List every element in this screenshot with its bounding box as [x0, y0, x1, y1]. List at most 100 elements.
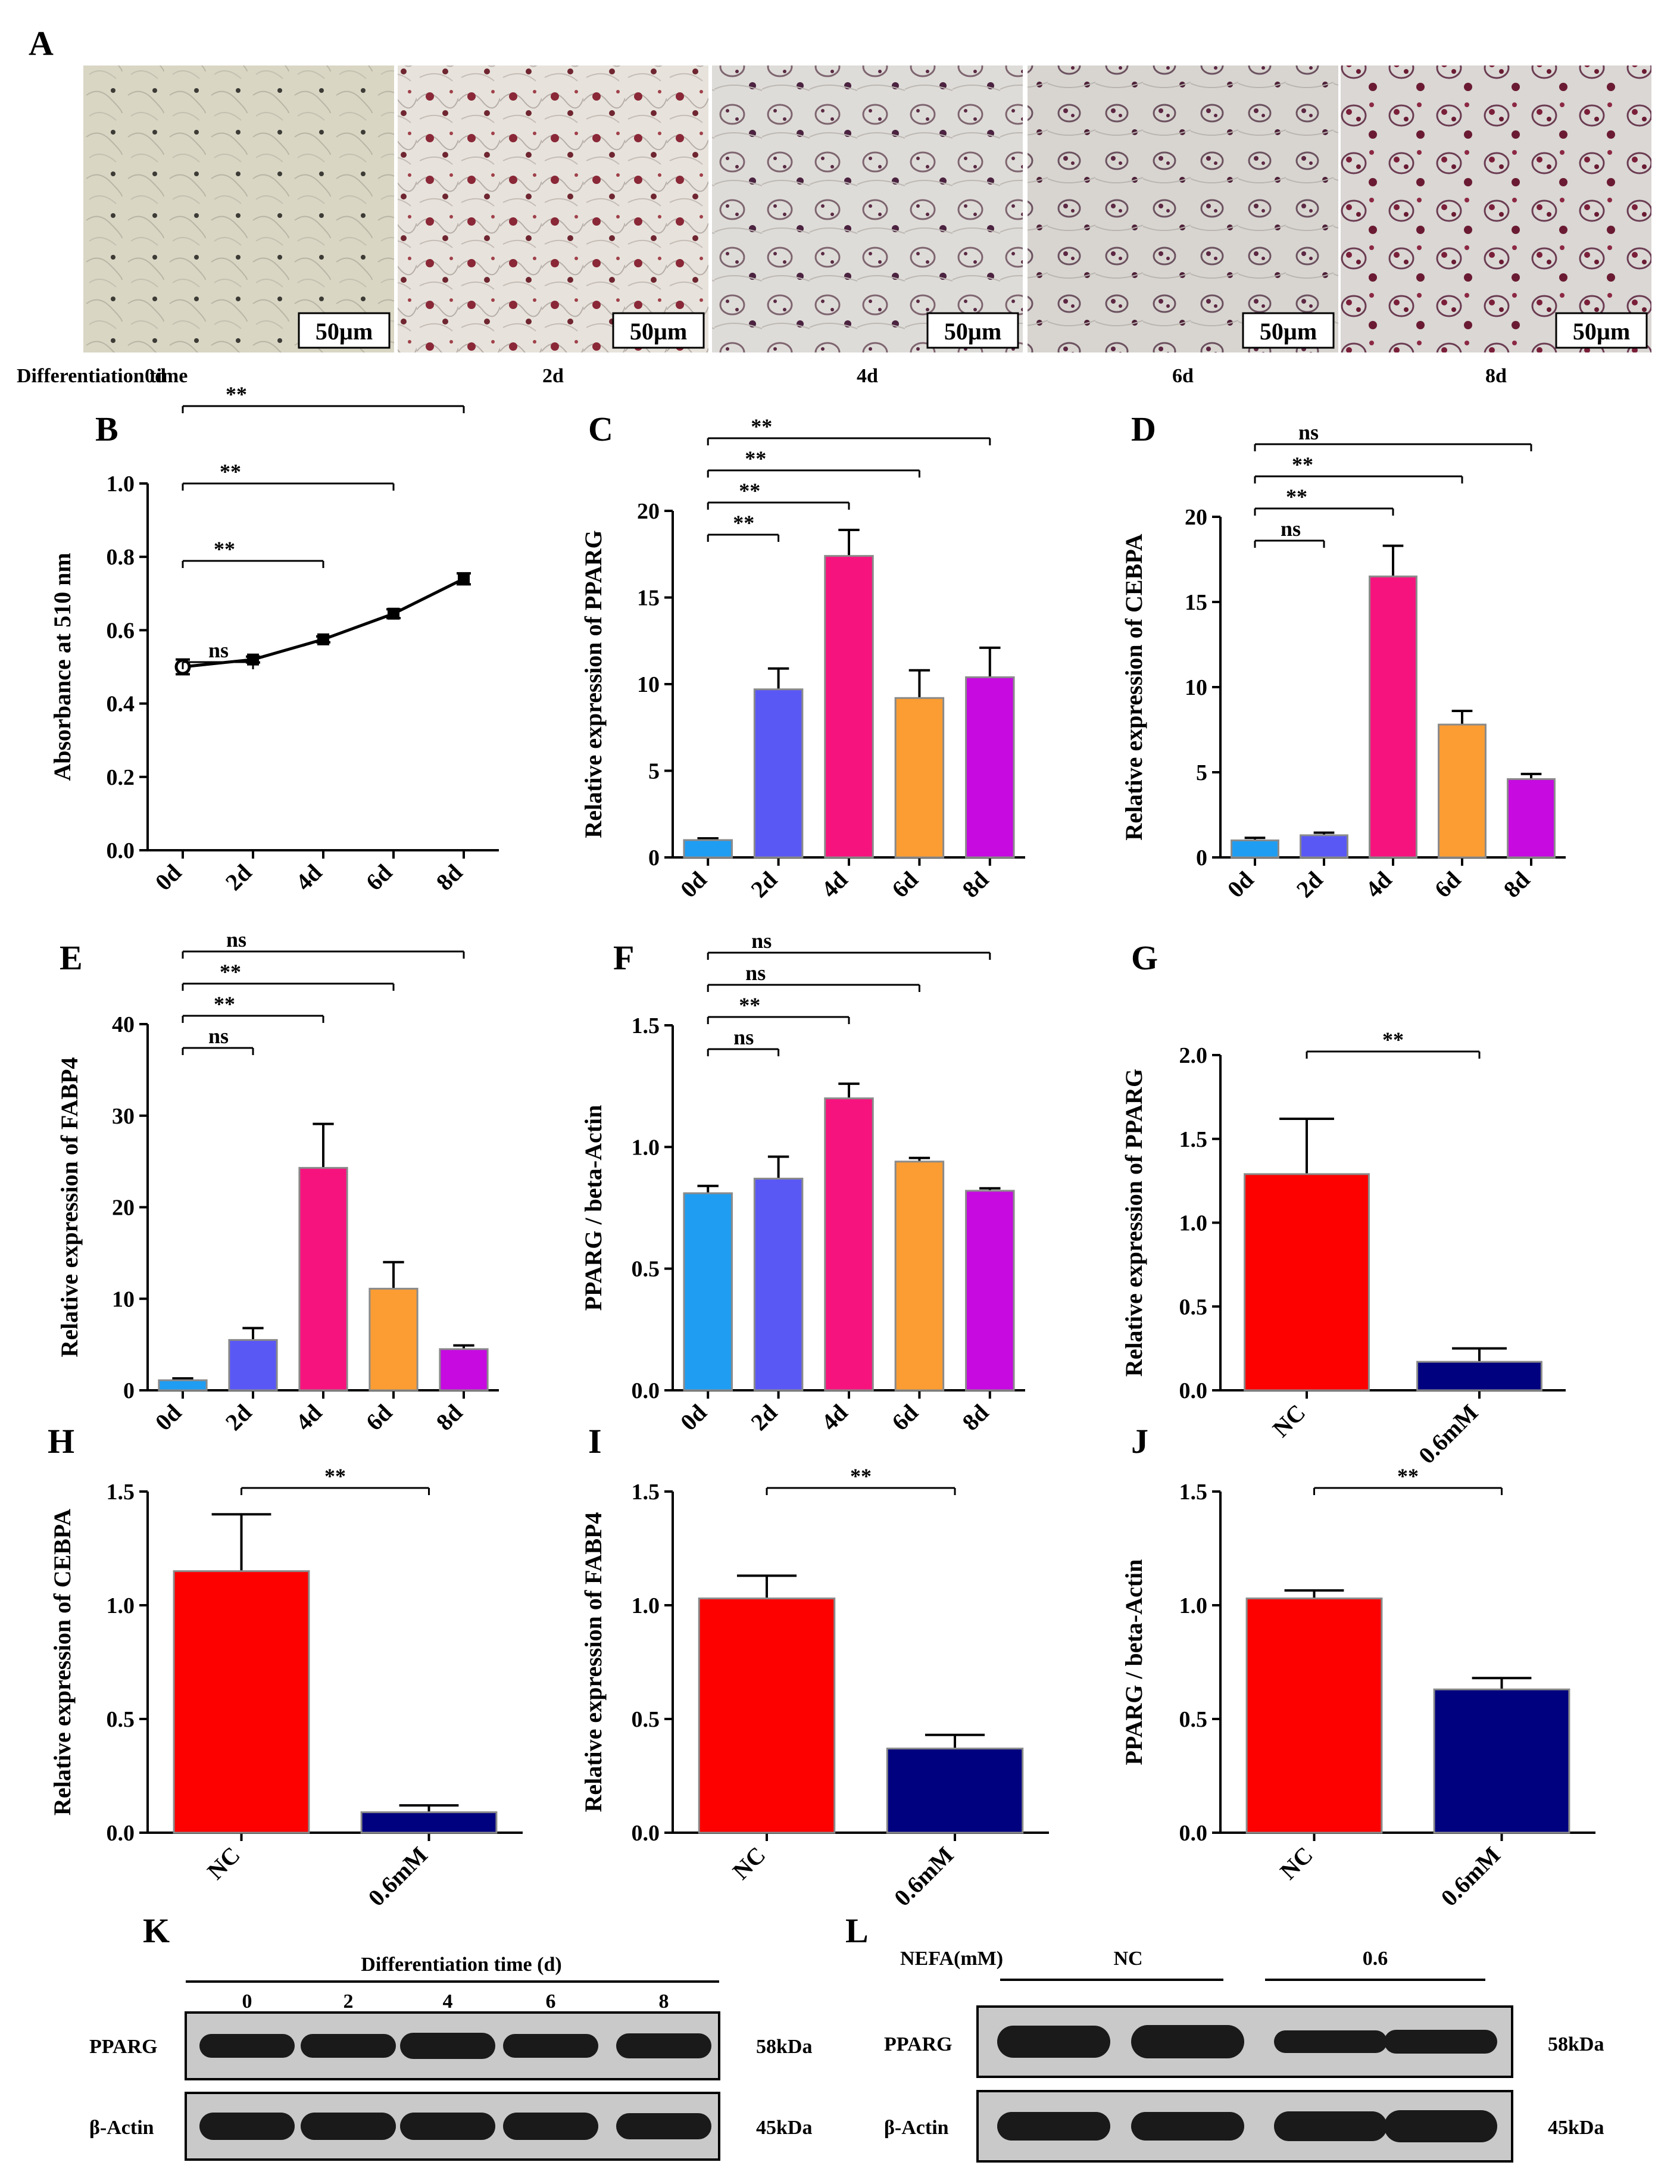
x-tick-label: 6d	[361, 1399, 398, 1436]
charts: B 0.0 0.2 0.4 0.6 0.8 1.0 Absorbance at 510 nm 0…	[48, 382, 1595, 1911]
y-tick-label: 1.5	[1179, 1127, 1208, 1152]
y-tick-label: 0	[123, 1378, 135, 1403]
time-label-4d: 4d	[857, 365, 878, 387]
x-tick-label: 4d	[291, 1399, 327, 1436]
blot-band	[1274, 2111, 1387, 2141]
x-tick-label: 8d	[957, 866, 994, 903]
y-tick-label: 20	[112, 1196, 135, 1221]
bar-4d	[298, 1166, 348, 1391]
bar-2d	[753, 1177, 804, 1391]
significance-label: ns	[745, 961, 766, 985]
blot-band	[503, 2113, 598, 2140]
time-label-6d: 6d	[1172, 365, 1194, 387]
scale-bar-label: 50µm	[944, 318, 1001, 345]
data-point-6d	[388, 607, 399, 620]
x-tick-label: 8d	[431, 1399, 468, 1436]
bar-0d	[158, 1379, 208, 1391]
y-axis-label: Relative expression of CEBPA	[1120, 533, 1147, 840]
y-tick-label: 30	[112, 1104, 135, 1129]
y-tick-label: 0.0	[107, 1821, 135, 1846]
chart-h: H 0.0 0.5 1.0 1.5 Relative expression of CEBP…	[48, 1422, 523, 1911]
bar-6d	[894, 697, 945, 859]
blot-band	[616, 2033, 711, 2058]
x-tick-label: 2d	[1291, 866, 1328, 903]
y-tick-label: 5	[1196, 760, 1207, 785]
x-tick-label: 6d	[1429, 866, 1466, 903]
blot-band	[1384, 2110, 1497, 2142]
blot-k-lane-label: 0	[242, 1990, 252, 2013]
y-axis-label: Relative expression of PPARG	[580, 530, 607, 838]
scale-bar-box	[298, 312, 391, 349]
micrograph-2d: 50µm	[398, 65, 708, 352]
significance-label: **	[324, 1464, 346, 1488]
chart-f: F 0.0 0.5 1.0 1.5 PPARG / beta-Actin 0d 2d 4d 6d 8…	[580, 929, 1025, 1436]
y-tick-label: 0.0	[1179, 1821, 1208, 1846]
bar-0d	[683, 1192, 733, 1391]
blot-band	[616, 2113, 711, 2139]
y-axis-label: Relative expression of CEBPA	[49, 1509, 76, 1815]
blot-l-row-label: PPARG	[884, 2033, 953, 2055]
chart-d: D 0 5 10 15 20 Relative expression of CEBPA 0d 2…	[1120, 410, 1566, 903]
significance-label: **	[751, 414, 772, 438]
x-tick-label: 0d	[675, 1399, 712, 1436]
bar-NC	[173, 1570, 310, 1834]
blot-k-size-label: 45kDa	[756, 2117, 812, 2139]
x-tick-label: 0d	[150, 859, 187, 896]
y-tick-label: 40	[112, 1012, 135, 1037]
blot-band	[400, 2033, 495, 2059]
significance-label: **	[1382, 1028, 1404, 1052]
panel-label-j: J	[1131, 1422, 1148, 1461]
y-tick-label: 0	[1196, 845, 1207, 871]
significance-label: **	[745, 447, 766, 470]
bar-8d	[965, 676, 1015, 859]
scale-bar-label: 50µm	[1260, 318, 1317, 345]
blot-k-lane-label: 6	[546, 1990, 556, 2013]
blot-l-row-label: β-Actin	[884, 2117, 949, 2139]
x-tick-label: 0.6mM	[363, 1842, 432, 1911]
y-tick-label: 5	[648, 759, 660, 784]
y-tick-label: 20	[1185, 505, 1207, 530]
blot-band	[301, 2034, 396, 2058]
x-tick-label: 8d	[431, 859, 468, 896]
x-tick-label: 4d	[1360, 866, 1397, 903]
significance-label: ns	[1298, 420, 1319, 444]
y-tick-label: 1.0	[632, 1593, 660, 1618]
blot-band	[1274, 2030, 1387, 2053]
x-tick-label: 0d	[150, 1399, 187, 1436]
x-tick-label: 6d	[886, 1399, 923, 1436]
y-tick-label: 0.0	[632, 1378, 660, 1403]
y-tick-label: 1.0	[107, 472, 135, 497]
y-tick-label: 0.5	[632, 1257, 660, 1282]
differentiation-time-label: Differentiation time	[17, 365, 188, 387]
panel-label-i: I	[588, 1422, 602, 1461]
x-tick-label: 0d	[675, 866, 712, 903]
y-tick-label: 0.5	[1179, 1707, 1208, 1732]
chart-j: J 0.0 0.5 1.0 1.5 PPARG / beta-Actin NC 0.6mM **	[1120, 1422, 1595, 1911]
y-tick-label: 0.5	[632, 1707, 660, 1732]
micrograph-8d: 50µm	[1341, 65, 1651, 352]
x-tick-label: NC	[1267, 1399, 1311, 1443]
significance-label: **	[1286, 485, 1307, 508]
bar-8d	[1507, 778, 1556, 859]
x-tick-label: 0.6mM	[889, 1842, 958, 1911]
x-tick-label: 0.6mM	[1435, 1842, 1505, 1911]
y-axis-label: Absorbance at 510 nm	[49, 553, 76, 781]
panel-label-g: G	[1131, 938, 1158, 977]
panel-label-a: A	[29, 24, 54, 63]
y-tick-label: 1.5	[632, 1480, 660, 1505]
significance-label: **	[220, 960, 241, 984]
y-tick-label: 15	[637, 586, 660, 611]
significance-label: **	[1397, 1464, 1419, 1488]
blot-band	[1131, 2025, 1244, 2058]
bar-0.6mM	[1433, 1688, 1570, 1834]
panel-label-b: B	[95, 410, 118, 448]
scale-bar-label: 50µm	[1573, 318, 1630, 345]
bar-0d	[683, 839, 733, 859]
y-tick-label: 0.8	[107, 545, 135, 570]
bar-6d	[894, 1160, 945, 1391]
panel-label-c: C	[588, 410, 613, 448]
y-tick-label: 0.0	[1179, 1378, 1208, 1403]
blot-l-group-label: 0.6	[1363, 1948, 1388, 1970]
chart-e: E 0 10 20 30 40 Relative expression of FABP4 0d…	[56, 928, 499, 1436]
